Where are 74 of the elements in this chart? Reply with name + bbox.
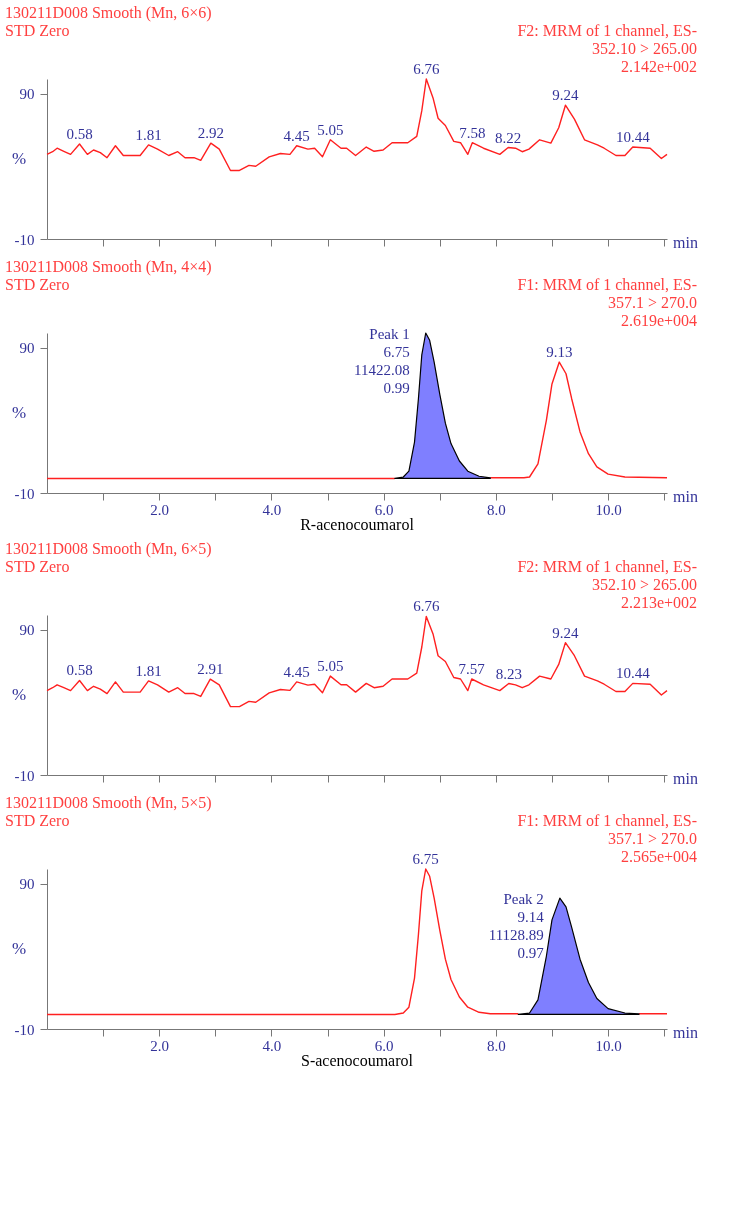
x-tick-label: 4.0 [262, 501, 282, 518]
annotation: Peak 1 6.75 11422.08 0.99 [354, 326, 410, 396]
x-tick-label: 2.0 [150, 501, 170, 518]
annotation: 4.45 [283, 127, 310, 144]
text: F2: MRM of 1 channel, ES- [517, 22, 697, 39]
annotation: 1.81 [135, 126, 162, 143]
y-axis-title: % [11, 939, 27, 958]
chart-subtitle: STD Zero [5, 276, 70, 293]
annotation: 1.81 [135, 662, 162, 679]
annotation: 2.91 [197, 661, 224, 678]
y-tick-label: 90 [19, 876, 35, 893]
y-tick-label: -10 [14, 767, 35, 784]
annotation: 10.44 [615, 129, 651, 146]
text: F1: MRM of 1 channel, ES- [517, 276, 697, 293]
y-tick-label: -10 [14, 1021, 35, 1038]
y-axis-title: % [11, 403, 27, 422]
annotation: 2.92 [197, 125, 224, 142]
annotation: 6.76 [413, 598, 440, 615]
chart-title: 130211D008 Smooth (Mn, 6×5) [5, 540, 212, 558]
text: 2.213e+002 [620, 594, 697, 611]
x-tick-label: 8.0 [486, 1037, 506, 1054]
y-tick-label: -10 [14, 231, 35, 248]
annotation: 9.24 [552, 624, 580, 641]
annotation: 7.57 [458, 660, 486, 677]
chart-title: 130211D008 Smooth (Mn, 4×4) [5, 258, 212, 276]
line-series [46, 78, 668, 172]
text: F2: MRM of 1 channel, ES- [517, 558, 697, 575]
x-tick-label: 4.0 [262, 1037, 282, 1054]
x-tick-label: 2.0 [150, 1037, 170, 1054]
chart-subtitle: STD Zero [5, 812, 70, 829]
x-tick-label: 10.0 [595, 501, 622, 518]
x-tick-label: 6.0 [374, 501, 394, 518]
chart-subtitle: STD Zero [5, 22, 70, 39]
annotation: 6.75 [412, 851, 439, 867]
y-axis-title: % [11, 149, 27, 168]
text: R-acenocoumarol [300, 516, 415, 533]
chart-title: 130211D008 Smooth (Mn, 6×6) [5, 4, 212, 22]
y-axis-title: % [11, 685, 27, 704]
text: 357.1 > 270.0 [607, 294, 697, 311]
annotation: Peak 2 9.14 11128.89 0.97 [488, 891, 545, 962]
text: 2.619e+004 [620, 312, 697, 329]
text: 352.10 > 265.00 [591, 576, 697, 593]
annotation: 0.58 [66, 126, 93, 143]
y-tick-label: 90 [19, 86, 35, 103]
text: 357.1 > 270.0 [607, 830, 697, 847]
x-tick-label: 6.0 [374, 1037, 394, 1054]
text: 2.565e+004 [620, 848, 697, 865]
line-series [46, 615, 668, 708]
x-axis-title: min [673, 1024, 698, 1041]
text: S-acenocoumarol [301, 1052, 414, 1069]
annotation: 9.24 [552, 87, 580, 104]
annotation: 9.13 [546, 344, 573, 361]
y-tick-label: 90 [19, 340, 35, 357]
annotation: 10.44 [615, 665, 651, 682]
annotation: 6.76 [413, 61, 440, 77]
annotation: 5.05 [317, 657, 344, 674]
annotation: 0.58 [66, 662, 93, 679]
x-axis-title: min [673, 770, 698, 787]
chart-subtitle: STD Zero [5, 558, 70, 575]
x-tick-label: 10.0 [595, 1037, 622, 1054]
annotation: 5.05 [317, 121, 344, 138]
annotation: 7.58 [459, 124, 486, 141]
x-axis-title: min [673, 488, 698, 505]
annotation: 8.22 [495, 129, 522, 146]
chart-title: 130211D008 Smooth (Mn, 5×5) [5, 794, 212, 812]
annotation: 8.23 [495, 665, 522, 682]
y-tick-label: 90 [19, 622, 35, 639]
annotation: 4.45 [283, 663, 310, 680]
x-axis-title: min [673, 234, 698, 251]
x-tick-label: 8.0 [486, 501, 506, 518]
text: 2.142e+002 [620, 58, 697, 75]
text: F1: MRM of 1 channel, ES- [517, 812, 697, 829]
text: 352.10 > 265.00 [591, 40, 697, 57]
y-tick-label: -10 [14, 485, 35, 502]
